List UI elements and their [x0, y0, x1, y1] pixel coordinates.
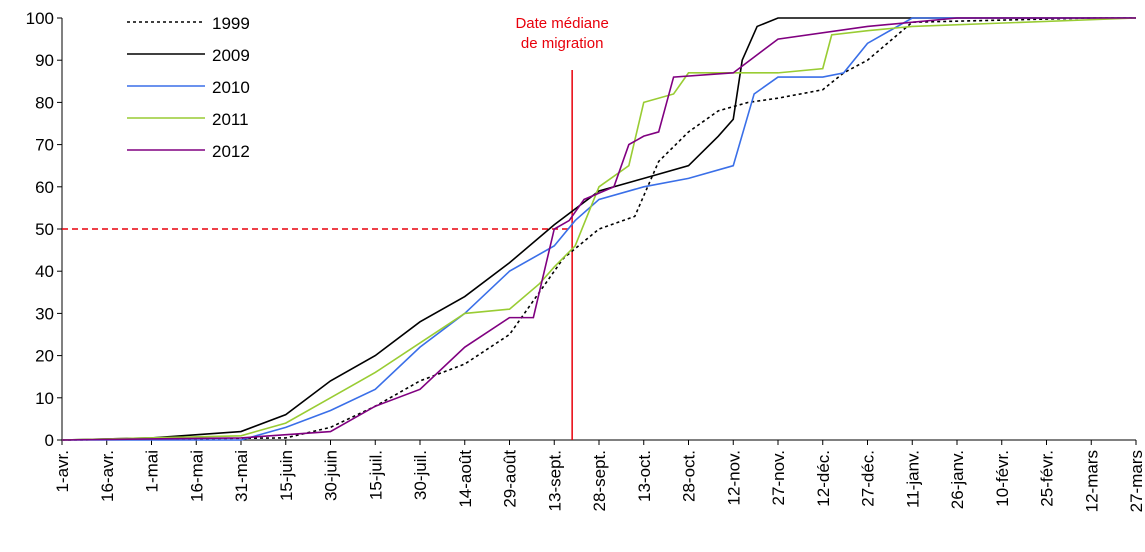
x-tick-label: 30-juin	[322, 450, 341, 501]
legend-label: 2010	[212, 78, 250, 97]
x-tick-label: 1-avr.	[53, 450, 72, 493]
x-tick-label: 12-nov.	[724, 450, 743, 505]
y-tick-label: 10	[35, 389, 54, 408]
x-tick-label: 27-déc.	[859, 450, 878, 507]
x-tick-label: 31-mai	[232, 450, 251, 502]
x-tick-label: 15-juin	[277, 450, 296, 501]
x-tick-label: 14-août	[456, 450, 475, 508]
y-tick-label: 100	[26, 9, 54, 28]
x-tick-label: 13-sept.	[545, 450, 564, 511]
y-tick-label: 50	[35, 220, 54, 239]
y-tick-label: 40	[35, 262, 54, 281]
x-tick-label: 16-avr.	[98, 450, 117, 502]
y-tick-label: 70	[35, 136, 54, 155]
legend-label: 2009	[212, 46, 250, 65]
x-tick-label: 12-déc.	[814, 450, 833, 507]
x-tick-label: 28-sept.	[590, 450, 609, 511]
x-tick-label: 29-août	[501, 450, 520, 508]
series-line	[61, 17, 1136, 441]
legend-label: 2012	[212, 142, 250, 161]
x-tick-label: 26-janv.	[948, 450, 967, 509]
x-tick-label: 30-juil.	[411, 450, 430, 500]
series-line	[61, 17, 1136, 441]
median-label: Date médiane	[515, 15, 608, 32]
x-tick-label: 1-mai	[143, 450, 162, 493]
y-tick-label: 60	[35, 178, 54, 197]
x-tick-label: 27-mars	[1127, 450, 1145, 512]
x-tick-label: 13-oct.	[635, 450, 654, 502]
legend-label: 1999	[212, 14, 250, 33]
x-tick-label: 11-janv.	[903, 450, 922, 508]
x-tick-label: 12-mars	[1082, 450, 1101, 512]
y-tick-label: 80	[35, 93, 54, 112]
median-label: de migration	[521, 35, 604, 52]
legend-label: 2011	[212, 110, 249, 129]
x-tick-label: 15-juil.	[366, 450, 385, 500]
y-tick-label: 0	[45, 431, 54, 450]
x-tick-label: 16-mai	[187, 450, 206, 502]
x-tick-label: 27-nov.	[769, 450, 788, 505]
x-tick-label: 25-févr.	[1038, 450, 1057, 507]
y-tick-label: 20	[35, 347, 54, 366]
series-line	[61, 17, 1136, 441]
series-line	[62, 17, 1136, 441]
x-tick-label: 10-févr.	[993, 450, 1012, 507]
y-tick-label: 90	[35, 51, 54, 70]
series-line	[61, 17, 1137, 441]
y-tick-label: 30	[35, 304, 54, 323]
x-tick-label: 28-oct.	[680, 450, 699, 502]
